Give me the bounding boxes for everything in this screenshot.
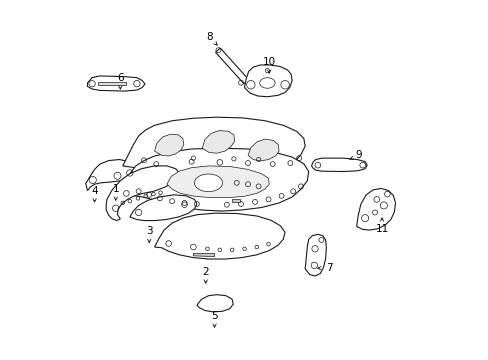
Polygon shape: [305, 234, 325, 276]
Text: 3: 3: [145, 226, 152, 236]
Polygon shape: [166, 166, 269, 198]
Polygon shape: [232, 199, 240, 202]
Text: 4: 4: [91, 186, 98, 195]
Polygon shape: [247, 139, 279, 161]
Polygon shape: [259, 78, 275, 88]
Polygon shape: [98, 82, 126, 85]
Polygon shape: [106, 166, 179, 221]
Polygon shape: [85, 159, 137, 190]
Polygon shape: [311, 158, 366, 171]
Polygon shape: [154, 134, 183, 156]
Polygon shape: [122, 117, 305, 181]
Polygon shape: [215, 48, 248, 84]
Text: 8: 8: [205, 32, 212, 42]
Polygon shape: [130, 195, 197, 221]
Polygon shape: [202, 131, 234, 153]
Polygon shape: [122, 148, 308, 211]
Polygon shape: [194, 174, 222, 192]
Text: 9: 9: [355, 150, 362, 160]
Polygon shape: [244, 65, 291, 97]
Text: 2: 2: [202, 267, 208, 277]
Text: 7: 7: [325, 263, 332, 273]
Polygon shape: [87, 76, 145, 91]
Polygon shape: [193, 253, 214, 257]
Polygon shape: [356, 189, 395, 230]
Text: 5: 5: [211, 311, 217, 321]
Text: 10: 10: [262, 57, 275, 67]
Polygon shape: [197, 294, 233, 312]
Polygon shape: [154, 213, 285, 259]
Text: 1: 1: [112, 184, 119, 194]
Text: 11: 11: [375, 224, 388, 234]
Text: 6: 6: [117, 73, 123, 83]
